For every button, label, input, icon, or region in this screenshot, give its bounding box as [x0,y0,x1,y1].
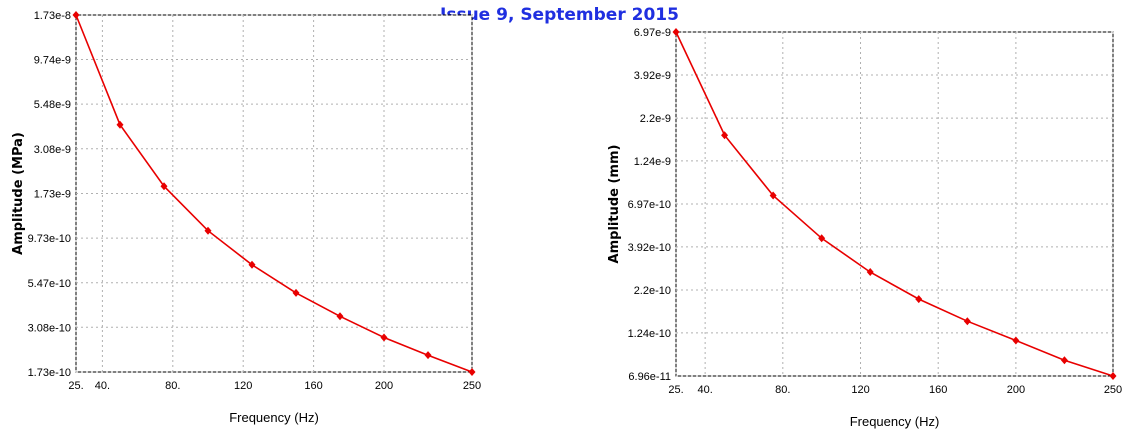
y-tick-label: 1.73e-10 [28,367,71,379]
y-tick-label: 1.24e-10 [628,328,671,340]
data-point [336,312,344,321]
y-tick-label: 6.97e-10 [628,199,671,211]
y-tick-label: 5.48e-9 [34,99,71,111]
data-point [424,351,432,360]
y-tick-label: 1.73e-8 [34,10,71,22]
data-point [204,226,212,235]
data-point [292,288,300,297]
x-tick-label: 120 [234,380,252,392]
x-tick-label: 40. [95,380,110,392]
y-tick-label: 3.92e-9 [634,70,671,82]
data-point [866,268,874,277]
y-tick-label: 3.08e-10 [28,322,71,334]
x-tick-label: 25. [668,384,683,396]
x-tick-label: 160 [304,380,322,392]
header-text: Issue 9, September 2015 [440,5,679,25]
x-tick-label: 200 [375,380,393,392]
y-tick-label: 6.97e-9 [634,27,671,39]
y-axis-label: Amplitude (mm) [607,145,622,264]
data-point [248,260,256,269]
series-line [675,31,1114,377]
data-point [963,317,971,326]
data-point [380,333,388,342]
data-point [769,191,777,200]
y-tick-label: 6.96e-11 [628,371,671,383]
x-tick-label: 25. [68,380,83,392]
chart-amplitude-displacement: 6.97e-9 3.92e-9 2.2e-9 1.24e-9 6.97e-10 3.92e… [607,27,1122,429]
data-point [1109,372,1117,380]
x-tick-label: 40. [697,384,712,396]
y-tick-label: 3.08e-9 [34,144,71,156]
x-tick-label: 80. [775,384,790,396]
plot-area [675,31,1114,377]
x-tick-label: 250 [1104,384,1122,396]
y-tick-label: 1.73e-9 [34,189,71,201]
data-point [915,295,923,304]
x-tick-label: 160 [929,384,947,396]
y-tick-label: 9.73e-10 [28,233,71,245]
x-axis-label: Frequency (Hz) [229,410,319,425]
data-point [1060,356,1068,365]
data-point [721,131,729,140]
y-tick-label: 1.24e-9 [634,156,671,168]
x-tick-label: 120 [851,384,869,396]
y-tick-label: 5.47e-10 [28,278,71,290]
x-tick-label: 80. [165,380,180,392]
data-point [818,234,826,243]
data-point [672,28,680,36]
y-tick-label: 2.2e-10 [634,285,671,297]
series-line [75,14,473,373]
data-point [72,11,80,19]
data-point [1012,336,1020,345]
chart-amplitude-stress: 1.73e-8 9.74e-9 5.48e-9 3.08e-9 1.73e-9 9.73e… [11,10,481,425]
y-tick-label: 3.92e-10 [628,242,671,254]
x-axis-label: Frequency (Hz) [850,414,940,429]
y-axis-label: Amplitude (MPa) [11,132,26,255]
data-point [116,120,124,129]
data-point [160,182,168,191]
y-tick-label: 9.74e-9 [34,55,71,67]
x-tick-label: 200 [1007,384,1025,396]
x-tick-label: 250 [463,380,481,392]
y-tick-label: 2.2e-9 [640,113,671,125]
data-point [468,368,476,376]
